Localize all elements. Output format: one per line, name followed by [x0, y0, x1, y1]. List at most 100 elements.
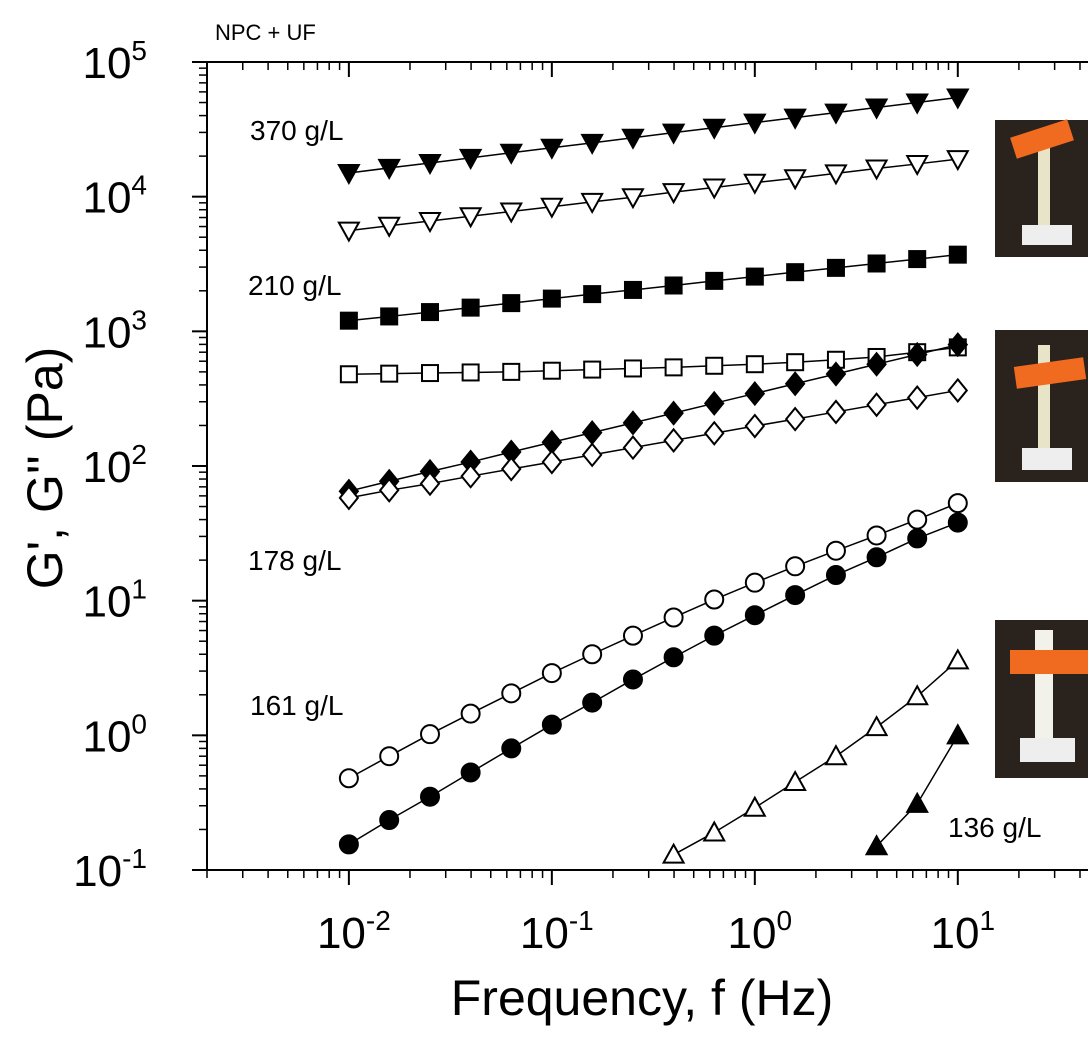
data-point [420, 364, 439, 383]
data-point [783, 108, 807, 130]
tick-label-exponent: 2 [131, 439, 147, 470]
data-point [664, 276, 683, 295]
data-point [582, 692, 603, 713]
data-point [704, 625, 725, 646]
tick-label-exponent: -1 [569, 905, 594, 936]
data-point [663, 400, 684, 426]
tick-label-base: 10 [520, 909, 569, 958]
data-point [744, 572, 765, 593]
data-point [866, 351, 887, 377]
data-point [621, 188, 645, 210]
data-point [946, 88, 970, 110]
data-point [339, 365, 358, 384]
data-point [583, 285, 602, 304]
data-point [907, 509, 928, 530]
data-point [744, 605, 765, 626]
data-point [705, 271, 724, 290]
data-point [905, 684, 929, 706]
data-point [702, 118, 726, 140]
data-point [499, 143, 523, 165]
panel-title: NPC + UF [215, 20, 316, 45]
data-point [663, 647, 684, 668]
data-point [460, 762, 481, 783]
data-point [540, 197, 564, 219]
tick-label-base: 10 [82, 39, 131, 88]
tick-label: 100 [728, 905, 793, 958]
data-point [377, 158, 401, 180]
tick-label-base: 10 [728, 909, 777, 958]
series-line [348, 96, 958, 174]
data-point [623, 280, 642, 299]
data-point [580, 192, 604, 214]
data-point [866, 547, 887, 568]
tick-label: 10-1 [520, 905, 594, 958]
data-point [419, 724, 440, 745]
data-point [745, 267, 764, 286]
data-point [784, 371, 806, 397]
data-point [867, 254, 886, 273]
data-point [542, 289, 561, 308]
tick-label-base: 10 [73, 847, 122, 896]
tick-label-exponent: -2 [366, 905, 391, 936]
data-point [501, 738, 522, 759]
data-point [623, 359, 642, 378]
data-point [864, 159, 889, 181]
data-point [663, 607, 684, 628]
tick-label-exponent: 5 [131, 35, 147, 66]
tick-label-base: 10 [82, 174, 131, 223]
data-point [906, 341, 928, 368]
data-point [704, 589, 725, 610]
data-point [947, 377, 969, 404]
tick-label-exponent: 1 [979, 905, 995, 936]
data-point [499, 202, 523, 224]
data-point [580, 133, 604, 155]
data-point [622, 669, 643, 690]
tick-label-base: 10 [82, 443, 131, 492]
data-point [500, 456, 522, 482]
data-point [338, 485, 360, 511]
data-point [581, 420, 603, 446]
tick-label: 10-1 [73, 843, 147, 896]
data-point [379, 810, 400, 831]
data-point [541, 449, 563, 475]
tick-label-exponent: -1 [122, 843, 147, 874]
data-point [541, 714, 562, 735]
tick-label-exponent: 0 [131, 708, 147, 739]
data-point [744, 380, 766, 407]
sample-photo [995, 620, 1088, 778]
data-point [542, 361, 561, 380]
data-point [947, 493, 968, 514]
tick-label: 104 [82, 170, 147, 223]
data-point [825, 361, 847, 387]
data-point [824, 744, 848, 766]
tick-label-exponent: 4 [131, 170, 147, 201]
sample-photo [995, 119, 1088, 257]
data-point [825, 540, 846, 561]
data-point [864, 98, 889, 120]
series-line [348, 502, 959, 779]
x-axis-title: Frequency, f (Hz) [451, 970, 834, 1026]
tick-label-base: 10 [82, 578, 131, 627]
data-point [785, 556, 806, 577]
tick-label-base: 10 [317, 909, 366, 958]
data-point [501, 683, 522, 704]
data-point [825, 399, 847, 425]
tick-label-base: 10 [931, 909, 980, 958]
data-point [419, 471, 441, 497]
data-point [380, 307, 399, 326]
data-point [783, 769, 807, 792]
series-line [348, 521, 959, 846]
data-point [418, 153, 442, 176]
data-point [908, 250, 927, 269]
data-point [946, 648, 970, 670]
data-point [460, 703, 481, 724]
data-point [946, 723, 970, 745]
data-point [825, 565, 846, 586]
data-point [743, 795, 767, 817]
data-point [380, 364, 399, 383]
series-line [348, 346, 958, 376]
tick-label: 102 [82, 439, 147, 492]
annotation: 370 g/L [250, 115, 343, 146]
annotation: 161 g/L [250, 690, 343, 721]
data-point [703, 390, 725, 416]
